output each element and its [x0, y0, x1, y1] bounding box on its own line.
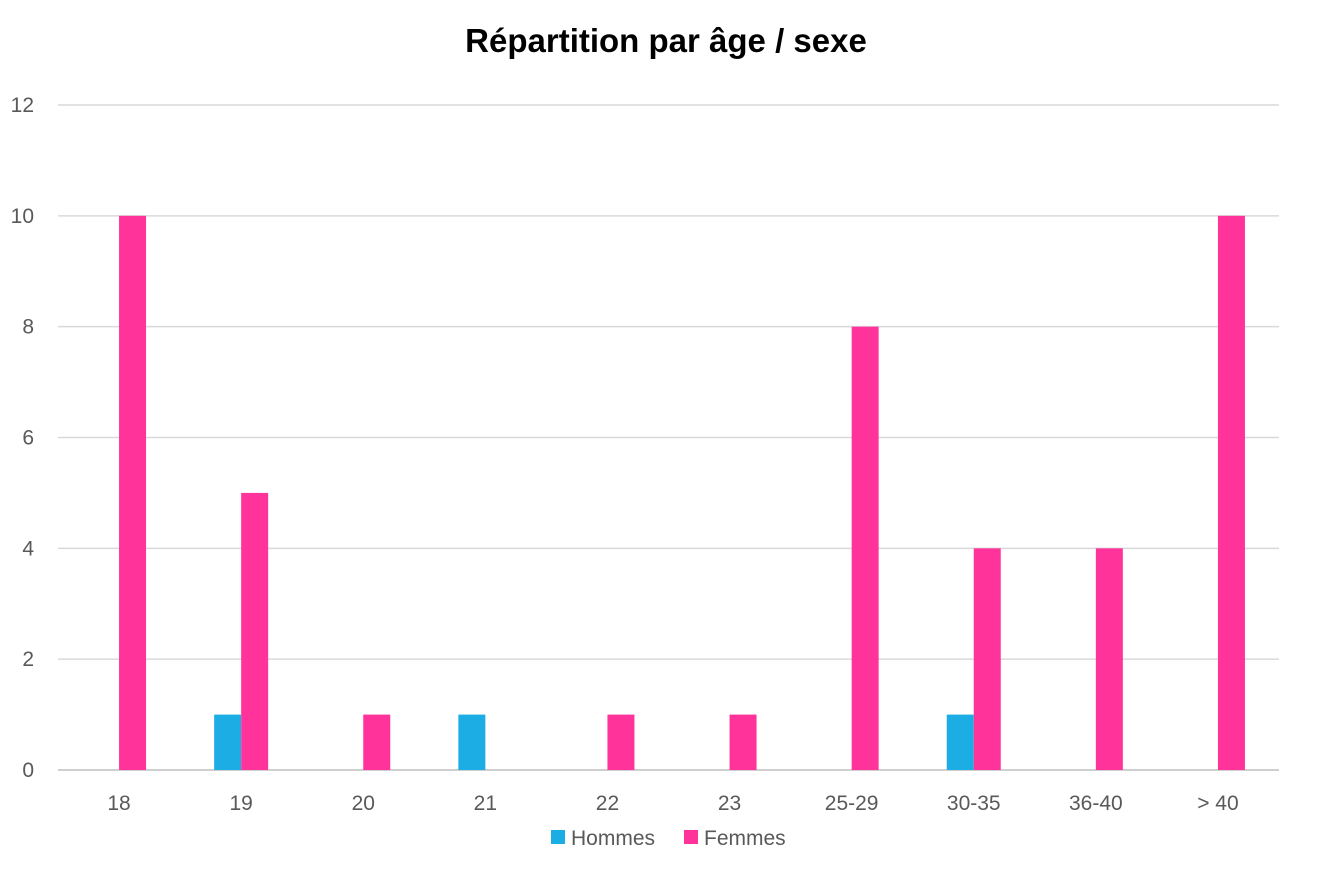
- y-tick-label: 2: [22, 648, 34, 671]
- y-tick-label: 4: [22, 537, 34, 560]
- legend-label-femmes: Femmes: [704, 827, 786, 850]
- y-tick-label: 6: [22, 427, 34, 450]
- bar-femmes-3035: [973, 548, 1001, 770]
- x-tick-label: 25-29: [825, 792, 879, 815]
- bar-hommes-21: [458, 714, 486, 770]
- bar-femmes-3640: [1095, 548, 1123, 770]
- legend-swatch-hommes: [551, 830, 565, 844]
- bar-femmes-22: [607, 714, 635, 770]
- x-tick-label: 19: [229, 792, 252, 815]
- x-tick-label: 23: [718, 792, 741, 815]
- x-tick-label: 21: [474, 792, 497, 815]
- bar-femmes-23: [729, 714, 757, 770]
- bar-femmes-20: [363, 714, 391, 770]
- bar-femmes-2529: [851, 326, 879, 770]
- x-tick-label: 22: [596, 792, 619, 815]
- legend-label-hommes: Hommes: [571, 827, 655, 850]
- x-axis-ticks: 18 19 20 21 22 23 25-29 30-35 36-40 > 40: [107, 792, 1238, 815]
- bar-femmes-19: [241, 492, 269, 770]
- y-tick-label: 0: [22, 759, 34, 782]
- bar-hommes-19: [214, 714, 242, 770]
- y-tick-label: 10: [11, 205, 34, 228]
- y-tick-label: 12: [11, 94, 34, 117]
- chart-title: Répartition par âge / sexe: [465, 22, 867, 59]
- y-tick-label: 8: [22, 316, 34, 339]
- bar-femmes-18: [119, 215, 147, 771]
- bars: [119, 215, 1245, 771]
- bar-femmes-40: [1217, 215, 1245, 771]
- x-tick-label: 20: [352, 792, 375, 815]
- x-tick-label: 18: [107, 792, 130, 815]
- x-tick-label: 36-40: [1069, 792, 1123, 815]
- legend: Hommes Femmes: [551, 827, 786, 850]
- x-tick-label: 30-35: [947, 792, 1001, 815]
- x-tick-label: > 40: [1197, 792, 1238, 815]
- bar-hommes-3035: [946, 714, 974, 770]
- y-axis-ticks: 0 2 4 6 8 10 12: [11, 94, 35, 782]
- legend-swatch-femmes: [684, 830, 698, 844]
